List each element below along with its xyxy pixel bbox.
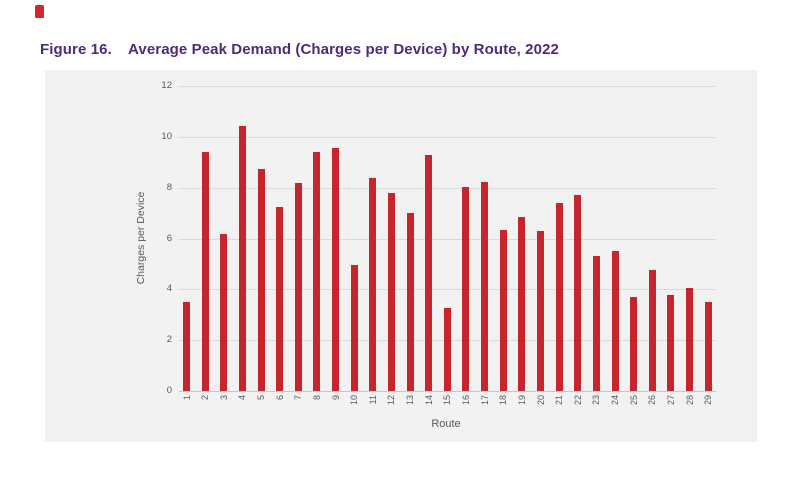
gridline bbox=[179, 137, 716, 138]
bar-route-3 bbox=[220, 233, 228, 391]
figure-label: Figure 16. bbox=[40, 41, 112, 58]
x-axis-tick-label: 10 bbox=[349, 395, 360, 406]
bar-route-17 bbox=[481, 181, 489, 391]
y-axis-tick-label: 10 bbox=[161, 131, 172, 142]
bar-route-16 bbox=[462, 186, 470, 391]
x-axis-tick-label: 12 bbox=[386, 395, 397, 406]
x-axis-tick-label: 29 bbox=[703, 395, 714, 406]
bar-route-11 bbox=[369, 177, 377, 391]
x-axis-tick-label: 14 bbox=[423, 395, 434, 406]
x-axis-tick-label: 9 bbox=[330, 395, 341, 401]
x-axis-tick-label: 28 bbox=[684, 395, 695, 406]
x-axis-tick-label: 6 bbox=[274, 395, 285, 401]
bar-route-13 bbox=[406, 213, 414, 391]
logo-mark-icon bbox=[35, 5, 44, 18]
bar-route-12 bbox=[387, 192, 395, 391]
bar-route-9 bbox=[332, 148, 339, 391]
bar-route-26 bbox=[648, 270, 656, 391]
bar-route-20 bbox=[537, 231, 544, 391]
bar-route-23 bbox=[592, 256, 600, 391]
gridline bbox=[179, 86, 716, 88]
x-axis-tick-label: 19 bbox=[516, 395, 527, 406]
bar-route-10 bbox=[350, 265, 358, 391]
y-axis-title: Charges per Device bbox=[135, 191, 147, 285]
y-axis-tick-label: 0 bbox=[166, 385, 172, 396]
x-axis-title: Route bbox=[431, 418, 461, 430]
x-axis-tick-label: 18 bbox=[498, 395, 509, 406]
y-axis-tick-label: 8 bbox=[166, 181, 172, 193]
x-axis-tick-label: 24 bbox=[610, 395, 620, 406]
x-axis-line bbox=[179, 391, 716, 392]
gridline bbox=[179, 289, 716, 291]
x-axis-tick-label: 3 bbox=[218, 395, 229, 401]
x-axis-tick-label: 20 bbox=[535, 395, 546, 406]
bar-route-4 bbox=[238, 125, 246, 391]
chart-panel: 0 2 4 6 8 10 12 1 2 3 4 5 6 7 8 9 10 11 12 13 14 15 16 17 18 19 20… bbox=[45, 70, 757, 442]
bar-route-15 bbox=[443, 308, 451, 391]
x-axis-tick-label: 11 bbox=[367, 395, 378, 405]
x-axis-tick-label: 1 bbox=[181, 395, 192, 401]
y-axis-tick-label: 2 bbox=[166, 334, 172, 346]
figure-title: Average Peak Demand (Charges per Device)… bbox=[128, 41, 559, 58]
x-axis-tick-label: 21 bbox=[554, 395, 565, 406]
x-axis-tick-label: 25 bbox=[628, 395, 639, 406]
x-axis-tick-label: 15 bbox=[442, 395, 453, 406]
bar-route-29 bbox=[704, 302, 712, 391]
bar-route-1 bbox=[183, 302, 190, 391]
bar-route-14 bbox=[425, 154, 433, 391]
bar-route-25 bbox=[630, 297, 638, 391]
bar-route-18 bbox=[499, 229, 507, 391]
bar-route-21 bbox=[555, 203, 563, 391]
y-axis-tick-label: 4 bbox=[166, 283, 172, 295]
bar-route-2 bbox=[201, 152, 209, 391]
x-axis-tick-label: 16 bbox=[460, 395, 471, 406]
x-axis-tick-label: 23 bbox=[591, 395, 602, 406]
bar-route-27 bbox=[667, 294, 675, 391]
bar-route-28 bbox=[686, 288, 693, 391]
bar-route-7 bbox=[294, 182, 302, 391]
bar-route-22 bbox=[574, 195, 582, 391]
x-axis-tick-label: 4 bbox=[237, 395, 248, 401]
x-axis-tick-label: 7 bbox=[293, 395, 304, 401]
x-axis-tick-label: 22 bbox=[572, 395, 583, 406]
x-axis-tick-label: 27 bbox=[665, 395, 676, 406]
figure-heading: Figure 16. Average Peak Demand (Charges … bbox=[40, 41, 760, 61]
x-axis-tick-label: 5 bbox=[256, 395, 266, 401]
x-axis-tick-label: 17 bbox=[479, 395, 490, 406]
bar-route-24 bbox=[611, 251, 619, 391]
x-axis-tick-label: 26 bbox=[647, 395, 658, 406]
bar-route-8 bbox=[313, 152, 321, 391]
x-axis-tick-label: 13 bbox=[405, 395, 416, 406]
y-axis-tick-label: 6 bbox=[166, 232, 172, 244]
x-axis-tick-label: 8 bbox=[311, 395, 322, 401]
bar-route-5 bbox=[257, 168, 265, 392]
gridline bbox=[179, 187, 716, 189]
gridline bbox=[179, 238, 716, 240]
y-axis-tick-label: 12 bbox=[161, 80, 172, 92]
x-axis-tick-label: 2 bbox=[200, 395, 211, 401]
bar-route-19 bbox=[518, 217, 526, 391]
bar-route-6 bbox=[276, 206, 284, 391]
